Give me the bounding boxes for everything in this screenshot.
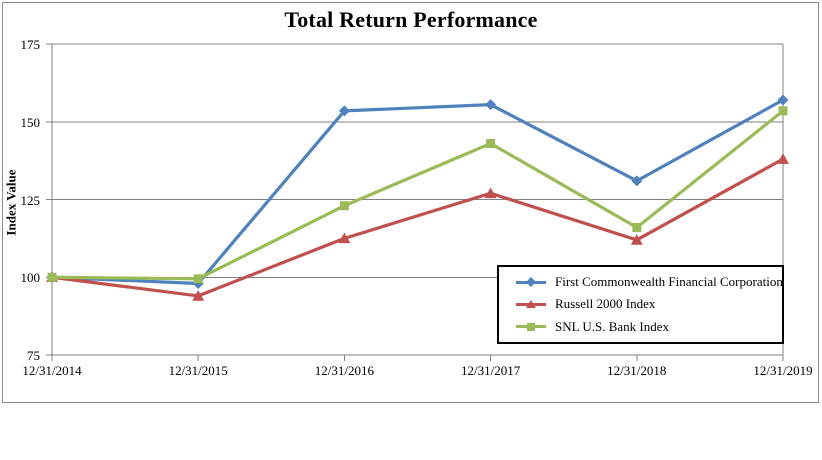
- legend-item-russell-2000: Russell 2000 Index: [516, 294, 782, 314]
- x-axis-tick-label: 12/31/2015: [168, 363, 228, 378]
- data-point-marker: [777, 94, 789, 106]
- data-point-marker: [778, 106, 788, 116]
- x-axis-tick-label: 12/31/2017: [460, 363, 521, 378]
- data-point-marker: [486, 139, 496, 149]
- data-point-marker: [485, 99, 497, 111]
- diamond-marker-icon: [526, 277, 536, 288]
- legend-label: First Commonwealth Financial Corporation: [555, 274, 783, 290]
- y-axis-tick-label: 75: [27, 348, 40, 363]
- data-point-marker: [484, 187, 497, 199]
- data-point-marker: [338, 105, 350, 117]
- data-point-marker: [47, 272, 57, 282]
- legend-item-snl-us-bank: SNL U.S. Bank Index: [516, 317, 782, 337]
- data-point-marker: [339, 201, 349, 211]
- legend-label: Russell 2000 Index: [555, 296, 656, 312]
- legend-item-first-commonwealth: First Commonwealth Financial Corporation: [516, 272, 783, 292]
- data-point-marker: [631, 175, 643, 187]
- triangle-marker-icon: [526, 300, 536, 309]
- legend-line-triangle-swatch: [516, 298, 546, 310]
- data-point-marker: [192, 290, 205, 301]
- legend-label: SNL U.S. Bank Index: [555, 318, 669, 334]
- y-axis-tick-label: 100: [20, 270, 41, 286]
- y-axis-tick-label: 125: [20, 192, 41, 208]
- legend-line-diamond-swatch: [516, 276, 546, 288]
- data-point-marker: [630, 234, 643, 245]
- x-axis-tick-label: 12/31/2014: [22, 363, 82, 378]
- y-axis-tick-label: 175: [20, 37, 41, 52]
- legend-line-square-swatch: [516, 321, 546, 333]
- data-point-marker: [338, 232, 351, 244]
- data-point-marker: [193, 274, 203, 284]
- square-marker-icon: [527, 322, 535, 331]
- x-axis-tick-label: 12/31/2016: [314, 363, 374, 378]
- data-point-marker: [632, 222, 642, 232]
- x-axis-tick-label: 12/31/2019: [753, 363, 813, 378]
- x-axis-tick-label: 12/31/2018: [607, 363, 667, 378]
- data-point-marker: [777, 153, 789, 164]
- chart-title: Total Return Performance: [284, 7, 538, 32]
- plot-area: [46, 43, 789, 361]
- y-axis-tick-label: 150: [20, 114, 41, 130]
- legend: First Commonwealth Financial Corporation…: [497, 265, 784, 344]
